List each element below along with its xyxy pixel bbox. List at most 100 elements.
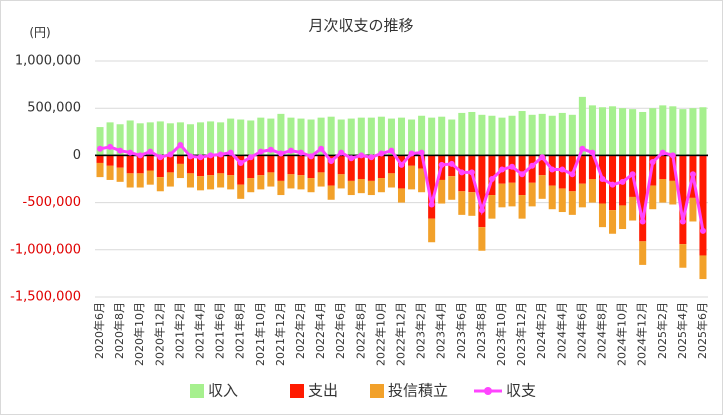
net-point bbox=[679, 218, 686, 225]
bar bbox=[196, 155, 205, 177]
bar bbox=[428, 218, 436, 243]
net-point bbox=[147, 148, 154, 155]
bar bbox=[347, 180, 355, 196]
bar bbox=[357, 117, 365, 156]
bar bbox=[468, 192, 476, 216]
bar bbox=[377, 155, 385, 179]
x-tick-label: 2022年2月 bbox=[293, 302, 307, 359]
x-tick-label: 2021年6月 bbox=[213, 302, 227, 359]
bar bbox=[196, 122, 205, 156]
bar bbox=[619, 108, 627, 156]
bar bbox=[337, 155, 345, 175]
x-tick-label: 2023年4月 bbox=[434, 302, 448, 359]
bar bbox=[508, 115, 516, 156]
bar bbox=[387, 155, 395, 174]
net-point bbox=[187, 153, 194, 160]
bar bbox=[538, 155, 546, 176]
bar bbox=[116, 155, 124, 168]
bar bbox=[377, 178, 385, 193]
bar bbox=[448, 176, 456, 200]
bar bbox=[679, 244, 687, 268]
bar bbox=[397, 155, 406, 189]
x-tick-label: 2022年10月 bbox=[373, 302, 387, 366]
x-tick-label: 2022年12月 bbox=[394, 302, 408, 366]
x-tick-label: 2020年12月 bbox=[152, 302, 166, 366]
net-point bbox=[368, 154, 375, 161]
bar bbox=[679, 155, 687, 245]
bar bbox=[217, 155, 225, 174]
net-point bbox=[237, 159, 244, 166]
bar bbox=[377, 116, 385, 156]
x-tick-label: 2024年12月 bbox=[635, 302, 649, 366]
bar bbox=[538, 175, 546, 199]
bar bbox=[277, 113, 285, 156]
x-tick-label: 2022年4月 bbox=[313, 302, 327, 359]
bar bbox=[639, 241, 647, 265]
net-point bbox=[488, 176, 495, 182]
net-point bbox=[308, 153, 315, 160]
bar bbox=[598, 107, 607, 156]
bar bbox=[186, 155, 194, 174]
net-point bbox=[699, 227, 706, 234]
net-point bbox=[117, 147, 124, 154]
net-point bbox=[388, 147, 395, 154]
net-point bbox=[458, 169, 465, 176]
bar bbox=[136, 123, 144, 156]
bar bbox=[659, 155, 667, 179]
x-tick-label: 2020年6月 bbox=[92, 302, 106, 359]
bar bbox=[588, 179, 596, 203]
bar bbox=[337, 174, 345, 189]
x-tick-label: 2021年4月 bbox=[193, 302, 207, 359]
bar bbox=[267, 118, 275, 156]
bar bbox=[96, 162, 104, 178]
net-point bbox=[298, 149, 305, 156]
net-point bbox=[589, 149, 596, 156]
bar bbox=[578, 183, 586, 208]
bar bbox=[367, 180, 375, 196]
bar bbox=[186, 124, 194, 156]
net-point bbox=[609, 181, 616, 188]
bar bbox=[357, 155, 365, 179]
x-tick-label: 2024年10月 bbox=[615, 302, 629, 366]
bar bbox=[126, 120, 134, 156]
bar bbox=[106, 165, 114, 180]
bar bbox=[387, 173, 395, 188]
x-tick-label: 2023年2月 bbox=[414, 302, 428, 359]
bar bbox=[669, 106, 677, 156]
net-point bbox=[599, 176, 606, 182]
net-point bbox=[529, 162, 536, 169]
bar bbox=[146, 155, 154, 171]
legend-swatch bbox=[290, 384, 304, 398]
bar bbox=[327, 185, 335, 200]
bar bbox=[327, 155, 335, 186]
bar bbox=[468, 111, 476, 156]
bar bbox=[327, 116, 335, 156]
x-tick-label: 2023年10月 bbox=[494, 302, 508, 366]
net-point bbox=[448, 160, 455, 167]
bar bbox=[146, 122, 154, 156]
bar bbox=[176, 155, 184, 164]
x-tick-label: 2024年6月 bbox=[574, 302, 588, 359]
bar bbox=[669, 155, 677, 181]
bar bbox=[438, 179, 446, 204]
x-tick-label: 2025年4月 bbox=[675, 302, 689, 359]
net-point bbox=[107, 143, 114, 150]
net-point bbox=[157, 154, 164, 161]
bar bbox=[297, 175, 305, 190]
net-point bbox=[629, 171, 636, 178]
bar bbox=[408, 155, 416, 166]
bar bbox=[227, 118, 235, 156]
bar bbox=[619, 205, 627, 230]
legend-swatch bbox=[370, 384, 384, 398]
bar bbox=[659, 179, 667, 203]
net-point bbox=[207, 152, 214, 159]
bar bbox=[247, 155, 255, 179]
x-tick-label: 2021年8月 bbox=[233, 302, 247, 359]
x-tick-label: 2022年8月 bbox=[353, 302, 367, 359]
legend-label: 収支 bbox=[506, 382, 536, 400]
legend-swatch bbox=[484, 387, 492, 395]
bar bbox=[458, 191, 466, 215]
net-point bbox=[428, 201, 435, 208]
bar bbox=[196, 176, 205, 191]
bar bbox=[699, 255, 707, 280]
